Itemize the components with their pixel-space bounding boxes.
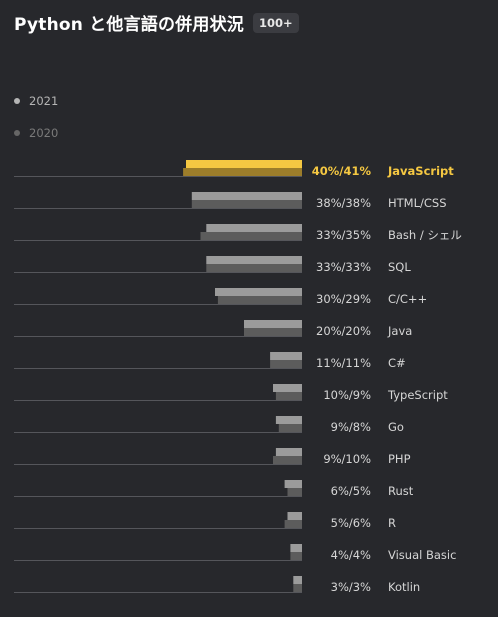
legend-label-2021: 2021 (29, 94, 59, 108)
bar-2020-r (284, 520, 302, 528)
legend-item-2020[interactable]: 2020 (14, 125, 58, 141)
bar-2020-sql (206, 264, 302, 272)
value-label-kotlin: 3%/3% (331, 580, 371, 594)
category-label-java: Java (387, 324, 412, 338)
chart-header: Python と他言語の併用状況 100+ (14, 10, 299, 35)
bar-2021-c-c (215, 288, 302, 296)
value-label-javascript: 40%/41% (312, 164, 372, 178)
legend-dot-2020 (14, 130, 20, 136)
category-label-javascript: JavaScript (387, 164, 454, 178)
bar-2021-kotlin (293, 576, 302, 584)
category-label-c: C# (388, 356, 406, 370)
value-label-sql: 33%/33% (316, 260, 371, 274)
value-label-typescript: 10%/9% (323, 388, 371, 402)
bar-2021-bash (206, 224, 302, 232)
bar-2020-rust (287, 488, 302, 496)
bar-2020-java (244, 328, 302, 336)
category-label-php: PHP (388, 452, 411, 466)
category-label-c-c: C/C++ (388, 292, 427, 306)
category-label-bash: Bash / シェル (388, 228, 462, 242)
value-label-visual-basic: 4%/4% (331, 548, 371, 562)
bar-2020-c-c (217, 296, 302, 304)
bar-2020-go (278, 424, 302, 432)
bar-2021-javascript (186, 160, 302, 168)
bar-2020-php (273, 456, 302, 464)
value-label-c: 11%/11% (316, 356, 371, 370)
bar-2021-rust (284, 480, 302, 488)
category-label-go: Go (388, 420, 404, 434)
bar-2021-java (244, 320, 302, 328)
chart-legend: 2021 2020 (14, 93, 58, 157)
value-label-r: 5%/6% (331, 516, 371, 530)
bar-2020-html-css (191, 200, 302, 208)
bar-2021-visual-basic (290, 544, 302, 552)
bar-2020-bash (200, 232, 302, 240)
value-label-go: 9%/8% (331, 420, 371, 434)
legend-dot-2021 (14, 98, 20, 104)
bar-2021-r (287, 512, 302, 520)
bar-2020-kotlin (293, 584, 302, 592)
value-label-bash: 33%/35% (316, 228, 371, 242)
bar-2021-typescript (273, 384, 302, 392)
bar-2020-javascript (183, 168, 302, 176)
category-label-visual-basic: Visual Basic (388, 548, 456, 562)
value-label-html-css: 38%/38% (316, 196, 371, 210)
bar-2021-php (275, 448, 302, 456)
bar-2020-typescript (275, 392, 302, 400)
category-label-r: R (388, 516, 396, 530)
value-label-rust: 6%/5% (331, 484, 371, 498)
value-label-php: 9%/10% (323, 452, 371, 466)
value-label-java: 20%/20% (316, 324, 371, 338)
bar-2021-c (270, 352, 302, 360)
category-label-rust: Rust (388, 484, 414, 498)
bar-2021-html-css (191, 192, 302, 200)
bar-2020-c (270, 360, 302, 368)
respondents-badge[interactable]: 100+ (253, 12, 299, 33)
bar-2020-visual-basic (290, 552, 302, 560)
value-label-c-c: 30%/29% (316, 292, 371, 306)
chart-title: Python と他言語の併用状況 (14, 15, 244, 35)
category-label-kotlin: Kotlin (388, 580, 420, 594)
bar-2021-go (275, 416, 302, 424)
bar-2021-sql (206, 256, 302, 264)
category-label-typescript: TypeScript (387, 388, 448, 402)
legend-label-2020: 2020 (29, 126, 59, 140)
category-label-html-css: HTML/CSS (388, 196, 447, 210)
legend-item-2021[interactable]: 2021 (14, 93, 58, 109)
category-label-sql: SQL (388, 260, 411, 274)
